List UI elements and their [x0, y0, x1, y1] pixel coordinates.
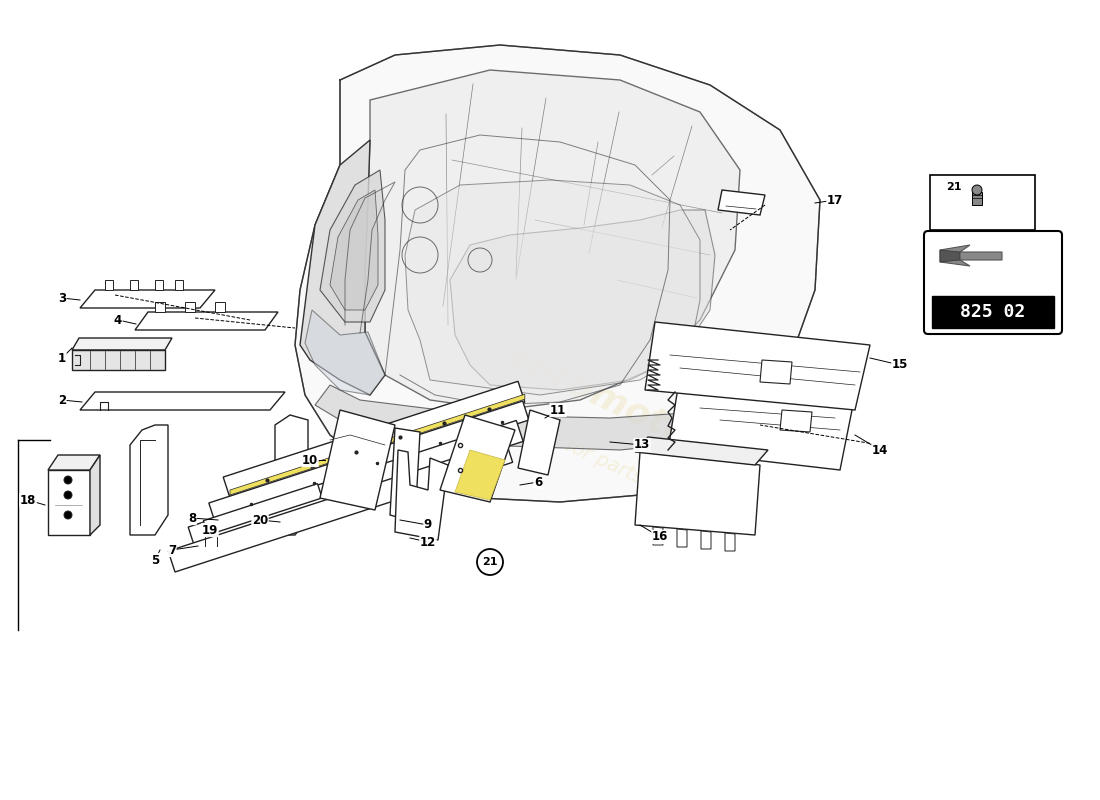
Polygon shape — [330, 190, 378, 310]
Polygon shape — [175, 280, 183, 290]
Polygon shape — [80, 290, 214, 308]
Text: 825 02: 825 02 — [960, 303, 1025, 321]
Bar — [932, 296, 1054, 328]
FancyBboxPatch shape — [924, 231, 1062, 334]
Polygon shape — [450, 210, 715, 390]
Text: 18: 18 — [20, 494, 36, 506]
Polygon shape — [701, 531, 711, 549]
Polygon shape — [72, 350, 165, 370]
Polygon shape — [48, 455, 100, 470]
Polygon shape — [780, 410, 812, 432]
Text: 8: 8 — [188, 511, 196, 525]
Polygon shape — [645, 420, 740, 495]
Polygon shape — [390, 428, 420, 522]
Text: 13: 13 — [634, 438, 650, 451]
FancyBboxPatch shape — [930, 175, 1035, 230]
Text: 9: 9 — [424, 518, 432, 531]
Text: 5: 5 — [151, 554, 160, 566]
Polygon shape — [300, 140, 385, 395]
Polygon shape — [223, 382, 525, 498]
Text: 2: 2 — [58, 394, 66, 406]
Polygon shape — [760, 360, 792, 384]
Text: 17: 17 — [827, 194, 843, 206]
Polygon shape — [645, 322, 870, 410]
Polygon shape — [209, 401, 529, 522]
Polygon shape — [635, 437, 768, 465]
Polygon shape — [155, 280, 163, 290]
Circle shape — [64, 476, 72, 484]
Polygon shape — [130, 425, 168, 535]
Polygon shape — [72, 338, 172, 350]
Text: 3: 3 — [58, 291, 66, 305]
Polygon shape — [940, 250, 960, 262]
Polygon shape — [518, 410, 560, 475]
Polygon shape — [135, 312, 278, 330]
Polygon shape — [185, 302, 195, 312]
Circle shape — [972, 185, 982, 195]
Text: 20: 20 — [252, 514, 268, 526]
Text: 15: 15 — [892, 358, 909, 371]
Polygon shape — [214, 302, 225, 312]
Polygon shape — [440, 415, 515, 502]
Text: 19: 19 — [201, 523, 218, 537]
Polygon shape — [320, 170, 385, 322]
Text: 21: 21 — [946, 182, 961, 192]
Polygon shape — [455, 450, 505, 500]
Polygon shape — [635, 452, 760, 535]
Polygon shape — [104, 280, 113, 290]
Polygon shape — [230, 394, 525, 495]
Text: 12: 12 — [420, 535, 436, 549]
Polygon shape — [315, 385, 750, 450]
Text: 4: 4 — [114, 314, 122, 326]
Text: euromotoRes: euromotoRes — [500, 338, 759, 482]
Circle shape — [64, 511, 72, 519]
Text: 11: 11 — [550, 403, 566, 417]
Polygon shape — [653, 527, 663, 545]
Polygon shape — [395, 450, 448, 540]
Text: 6: 6 — [534, 475, 542, 489]
Polygon shape — [676, 529, 688, 547]
Polygon shape — [188, 421, 524, 548]
Polygon shape — [295, 45, 820, 502]
Circle shape — [64, 491, 72, 499]
Polygon shape — [668, 375, 855, 470]
Polygon shape — [972, 192, 982, 205]
Text: 16: 16 — [652, 530, 668, 543]
Polygon shape — [725, 533, 735, 551]
Polygon shape — [718, 190, 764, 215]
Text: 1: 1 — [58, 351, 66, 365]
Polygon shape — [90, 455, 100, 535]
Text: 14: 14 — [872, 443, 888, 457]
Text: 7: 7 — [168, 543, 176, 557]
Text: 10: 10 — [301, 454, 318, 466]
Polygon shape — [405, 180, 700, 395]
Text: a passion for parts since 1985: a passion for parts since 1985 — [473, 394, 748, 536]
Polygon shape — [275, 415, 308, 535]
Polygon shape — [168, 442, 513, 572]
Polygon shape — [365, 70, 740, 410]
Polygon shape — [155, 302, 165, 312]
Polygon shape — [305, 310, 385, 395]
Polygon shape — [48, 470, 90, 535]
Polygon shape — [320, 410, 395, 510]
Text: 21: 21 — [482, 557, 497, 567]
Polygon shape — [130, 280, 138, 290]
Polygon shape — [80, 392, 285, 410]
Polygon shape — [204, 484, 322, 535]
Polygon shape — [940, 245, 1002, 266]
